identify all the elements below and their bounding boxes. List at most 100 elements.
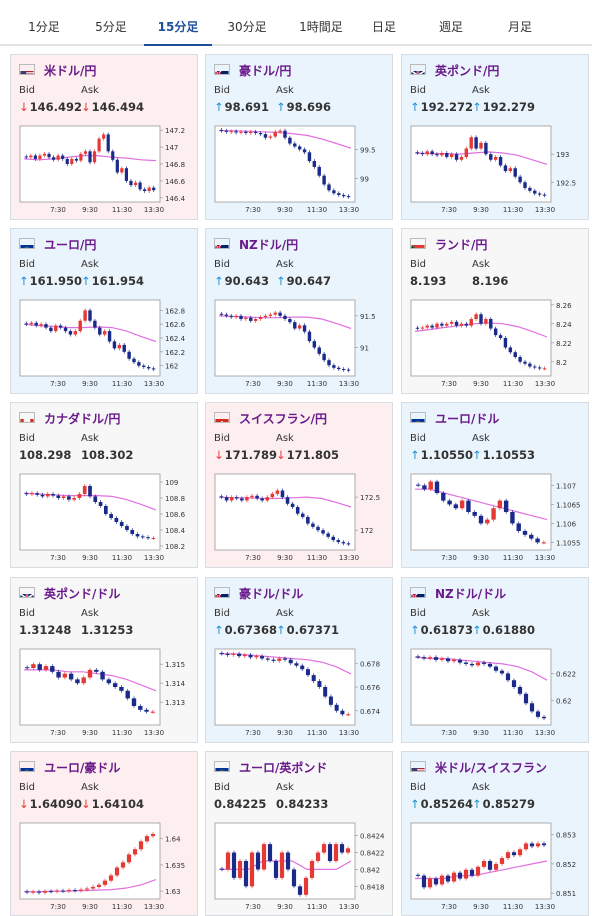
- pair-name[interactable]: ランド/円: [435, 238, 488, 252]
- rate-card[interactable]: ランド/円 Bid Ask 8.193 8.196 8.26 8.24 8.22 8.2 7:30…: [401, 228, 589, 394]
- candle: [150, 711, 156, 713]
- price-chart[interactable]: 99.5 99 7:30 9:30 11:30 13:30: [213, 124, 385, 218]
- candle: [120, 168, 124, 173]
- candle: [288, 137, 292, 144]
- ask-label: Ask: [81, 608, 99, 619]
- tab-7[interactable]: 月足: [507, 20, 532, 34]
- tab-0[interactable]: 1分足: [28, 20, 60, 34]
- tab-6[interactable]: 週足: [438, 20, 463, 34]
- y-tick-label: 162.8: [165, 307, 185, 315]
- pair-name[interactable]: NZドル/円: [239, 238, 299, 252]
- rate-card[interactable]: ユーロ/豪ドル Bid Ask ↓1.64090 ↓1.64104 1.64 1.635 1.…: [10, 751, 198, 916]
- bid-label: Bid: [410, 433, 426, 444]
- candle: [24, 667, 30, 669]
- pair-name[interactable]: 豪ドル/円: [239, 64, 292, 78]
- candle: [275, 490, 280, 494]
- ask-number: 192.279: [482, 100, 536, 114]
- pair-name[interactable]: 米ドル/円: [44, 64, 97, 78]
- pair-name[interactable]: ユーロ/豪ドル: [44, 761, 121, 775]
- tab-5[interactable]: 日足: [371, 20, 396, 34]
- candle: [311, 675, 316, 682]
- candle: [249, 317, 253, 321]
- rate-card[interactable]: 米ドル/スイスフラン Bid Ask ↑0.85264 ↑0.85279 0.853 0.8…: [401, 751, 589, 916]
- price-chart[interactable]: 147.2 147 146.8 146.6 146.4 7:30 9:30 11:30 13:3…: [18, 124, 190, 218]
- x-tick-label: 9:30: [473, 206, 489, 214]
- tab-3[interactable]: 30分足: [227, 20, 267, 34]
- price-chart[interactable]: 1.64 1.635 1.63 7:30 9:30 11:30 13:30: [18, 821, 190, 915]
- price-chart[interactable]: 1.315 1.314 1.313 7:30 9:30 11:30 13:30: [18, 647, 190, 741]
- rate-card[interactable]: NZドル/円 Bid Ask ↑90.643 ↑90.647 91.5 91 7:30 9:30…: [205, 228, 393, 394]
- candle: [98, 327, 102, 335]
- tab-2[interactable]: 15分足: [144, 0, 212, 46]
- candle: [447, 500, 452, 505]
- tab-1[interactable]: 5分足: [95, 20, 127, 34]
- x-tick-label: 13:30: [535, 903, 555, 911]
- y-tick-label: 162: [165, 363, 178, 371]
- rate-card[interactable]: 豪ドル/ドル Bid Ask ↑0.67368 ↑0.67371 0.678 0.676 0.…: [205, 577, 393, 743]
- candle: [300, 665, 305, 670]
- candle: [234, 497, 239, 499]
- ask-number: 0.84233: [276, 797, 329, 811]
- rate-card[interactable]: NZドル/ドル Bid Ask ↑0.61873 ↑0.61880 0.622 0.62 7:…: [401, 577, 589, 743]
- rate-card[interactable]: ユーロ/英ポンド Bid Ask 0.84225 0.84233 0.8424 0.8422…: [205, 751, 393, 916]
- candle: [293, 322, 297, 329]
- price-chart[interactable]: 193 192.5 7:30 9:30 11:30 13:30: [409, 124, 581, 218]
- rate-card[interactable]: ユーロ/円 Bid Ask ↑161.950 ↑161.954 162.8 162.6 162…: [10, 228, 198, 394]
- rate-card[interactable]: カナダドル/円 Bid Ask 108.298 108.302 109 108.8 108.6…: [10, 402, 198, 568]
- candle: [24, 493, 29, 495]
- bid-label: Bid: [214, 259, 230, 270]
- plot-area: [19, 648, 161, 726]
- y-tick-label: 172: [360, 527, 373, 535]
- price-chart[interactable]: 162.8 162.6 162.4 162.2 162 7:30 9:30 11:30 13:3…: [18, 298, 190, 392]
- candle: [65, 158, 69, 164]
- x-tick-label: 13:30: [535, 554, 555, 562]
- candle: [138, 182, 142, 190]
- pair-name[interactable]: NZドル/ドル: [435, 587, 507, 601]
- ask-value: ↑0.61880: [472, 623, 535, 637]
- pair-name[interactable]: 豪ドル/ドル: [239, 587, 304, 601]
- pair-name[interactable]: 米ドル/スイスフラン: [435, 761, 548, 775]
- price-chart[interactable]: 0.8424 0.8422 0.842 0.8418 7:30 9:30 11:30 13:3…: [213, 821, 385, 915]
- pair-name[interactable]: ユーロ/英ポンド: [239, 761, 328, 775]
- x-tick-label: 13:30: [339, 206, 359, 214]
- pair-name[interactable]: カナダドル/円: [44, 412, 121, 426]
- price-chart[interactable]: 0.678 0.676 0.674 7:30 9:30 11:30 13:30: [213, 647, 385, 741]
- pair-name[interactable]: 英ポンド/円: [435, 64, 500, 78]
- candle: [248, 654, 253, 658]
- ch-jp-flag-icon: [214, 412, 230, 423]
- rate-card[interactable]: 豪ドル/円 Bid Ask ↑98.691 ↑98.696 99.5 99 7:30 9:30 1…: [205, 54, 393, 220]
- price-chart[interactable]: 109 108.8 108.6 108.4 108.2 7:30 9:30 11:30 13:3…: [18, 472, 190, 566]
- x-tick-label: 9:30: [473, 903, 489, 911]
- rate-card[interactable]: 英ポンド/円 Bid Ask ↑192.272 ↑192.279 193 192.5 7:30…: [401, 54, 589, 220]
- up-arrow-icon: ↑: [214, 274, 224, 288]
- candle: [415, 484, 421, 486]
- price-chart[interactable]: 1.107 1.1065 1.106 1.1055 7:30 9:30 11:30 13:30: [409, 472, 581, 566]
- price-chart[interactable]: 172.5 172 7:30 9:30 11:30 13:30: [213, 472, 385, 566]
- pair-name[interactable]: ユーロ/ドル: [435, 412, 500, 426]
- price-chart[interactable]: 8.26 8.24 8.22 8.2 7:30 9:30 11:30 13:30: [409, 298, 581, 392]
- candle: [253, 319, 258, 321]
- price-chart[interactable]: 0.853 0.852 0.851 7:30 9:30 11:30 13:30: [409, 821, 581, 915]
- ask-value: 0.84233: [276, 797, 328, 811]
- rate-card[interactable]: ユーロ/ドル Bid Ask ↑1.10550 ↑1.10553 1.107 1.1065 1…: [401, 402, 589, 568]
- tab-4[interactable]: 1時間足: [299, 20, 343, 34]
- candle: [285, 852, 291, 870]
- candle: [66, 890, 72, 892]
- pair-name[interactable]: 英ポンド/ドル: [44, 587, 121, 601]
- price-chart[interactable]: 0.622 0.62 7:30 9:30 11:30 13:30: [409, 647, 581, 741]
- candle: [43, 666, 49, 670]
- rate-card[interactable]: スイスフラン/円 Bid Ask ↓171.789 ↓171.805 172.5 172 7:…: [205, 402, 393, 568]
- candle: [451, 659, 457, 662]
- pair-name[interactable]: ユーロ/円: [44, 238, 97, 252]
- candle: [435, 154, 439, 156]
- candle: [422, 485, 427, 490]
- candle: [93, 320, 97, 328]
- candle: [327, 844, 333, 861]
- candle: [433, 657, 439, 660]
- plot-area: [410, 822, 552, 900]
- rate-card[interactable]: 英ポンド/ドル Bid Ask 1.31248 1.31253 1.315 1.314 1.3…: [10, 577, 198, 743]
- candle: [278, 312, 282, 316]
- pair-name[interactable]: スイスフラン/円: [239, 412, 328, 426]
- rate-card[interactable]: 米ドル/円 Bid Ask ↓146.492 ↓146.494 147.2 147 146.8…: [10, 54, 198, 220]
- price-chart[interactable]: 91.5 91 7:30 9:30 11:30 13:30: [213, 298, 385, 392]
